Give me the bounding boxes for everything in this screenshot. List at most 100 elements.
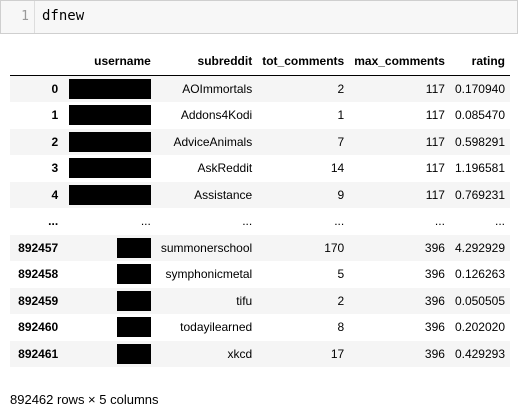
cell-max-comments: 117 xyxy=(425,108,445,123)
cell-max-comments: 117 xyxy=(425,134,445,149)
cell-subreddit: xkcd xyxy=(227,346,253,361)
cell-rating: 0.202020 xyxy=(454,320,505,335)
cell-tot-comments: 170 xyxy=(324,240,345,255)
row-index: 892457 xyxy=(18,240,59,255)
cell-username xyxy=(63,129,156,156)
cell-tot-comments: 5 xyxy=(337,267,345,282)
cell-subreddit: AdviceAnimals xyxy=(173,134,253,149)
line-number: 1 xyxy=(21,9,29,24)
row-index: 3 xyxy=(51,161,59,176)
cell-username xyxy=(63,235,156,262)
cell-subreddit: symphonicmetal xyxy=(165,267,253,282)
column-header-index xyxy=(10,48,64,76)
cell-max-comments: 396 xyxy=(424,267,445,282)
cell-subreddit: Assistance xyxy=(194,187,253,202)
column-header-tot-comments: tot_comments xyxy=(257,48,350,76)
row-index: 892458 xyxy=(18,267,59,282)
redacted-username-block xyxy=(68,158,151,179)
redacted-username-block xyxy=(116,264,151,285)
column-header-username: username xyxy=(63,48,156,76)
cell-subreddit: todayilearned xyxy=(180,320,253,335)
dataframe-table: username subreddit tot_comments max_comm… xyxy=(10,48,510,367)
table-row: 3 AskReddit 14 117 1.196581 xyxy=(10,155,510,182)
table-row: 892459 tifu 2 396 0.050505 xyxy=(10,287,510,315)
table-row: 0 AOImmortals 2 117 0.170940 xyxy=(10,75,510,102)
cell-rating: 4.292929 xyxy=(454,240,505,255)
cell-max-comments: 117 xyxy=(425,187,445,202)
cell-username xyxy=(63,75,156,102)
cell-subreddit: AOImmortals xyxy=(182,81,253,96)
cell-subreddit: tifu xyxy=(236,293,253,308)
redacted-username-block xyxy=(68,105,151,126)
cell-username xyxy=(63,314,156,341)
redacted-username-block xyxy=(68,131,151,152)
cell-subreddit: Addons4Kodi xyxy=(180,108,253,123)
table-row: 892458 symphonicmetal 5 396 0.126263 xyxy=(10,261,510,288)
cell-username xyxy=(63,155,156,182)
table-row: 1 Addons4Kodi 1 117 0.085470 xyxy=(10,102,510,129)
cell-max-comments: ... xyxy=(434,214,445,229)
cell-subreddit: ... xyxy=(242,214,253,229)
cell-username xyxy=(63,102,156,129)
cell-tot-comments: 8 xyxy=(337,320,345,335)
code-text[interactable]: dfnew xyxy=(42,8,85,24)
table-row: 892461 xkcd 17 396 0.429293 xyxy=(10,340,510,368)
redacted-username-block xyxy=(68,184,151,205)
cell-tot-comments: 1 xyxy=(337,108,345,123)
cell-username xyxy=(63,341,156,368)
header-row: username subreddit tot_comments max_comm… xyxy=(10,48,510,76)
redacted-username-block xyxy=(116,317,151,338)
cell-username xyxy=(63,182,156,209)
table-body: 0 AOImmortals 2 117 0.170940 1 Addons4Kodi 1 117… xyxy=(10,75,510,367)
cell-max-comments: 396 xyxy=(424,346,445,361)
cell-rating: ... xyxy=(494,214,505,229)
cell-max-comments: 117 xyxy=(425,81,445,96)
cell-rating: 1.196581 xyxy=(454,161,505,176)
cell-subreddit: summonerschool xyxy=(160,240,253,255)
cell-tot-comments: 2 xyxy=(337,293,345,308)
column-header-subreddit: subreddit xyxy=(155,48,258,76)
cell-username xyxy=(63,261,156,288)
cell-rating: 0.769231 xyxy=(454,187,505,202)
cell-tot-comments: 14 xyxy=(330,161,345,176)
cell-username: ... xyxy=(140,214,151,229)
code-cell-input[interactable]: 1 dfnew xyxy=(0,0,518,34)
redacted-username-block xyxy=(116,237,151,258)
row-index: 892459 xyxy=(18,293,59,308)
cell-subreddit: AskReddit xyxy=(197,161,253,176)
table-header: username subreddit tot_comments max_comm… xyxy=(10,48,510,76)
cell-tot-comments: 7 xyxy=(337,134,345,149)
cell-rating: 0.598291 xyxy=(454,134,505,149)
cell-tot-comments: 17 xyxy=(330,346,345,361)
cell-max-comments: 396 xyxy=(424,320,445,335)
table-row: .................. xyxy=(10,208,510,235)
table-row: 4 Assistance 9 117 0.769231 xyxy=(10,181,510,209)
cell-rating: 0.050505 xyxy=(454,293,505,308)
row-index: 0 xyxy=(51,81,59,96)
dataframe-shape-text: 892462 rows × 5 columns xyxy=(10,392,159,407)
row-index: ... xyxy=(48,214,59,229)
column-header-rating: rating xyxy=(449,48,510,76)
column-header-max-comments: max_comments xyxy=(349,48,450,76)
cell-username xyxy=(63,288,156,315)
row-index: 4 xyxy=(51,187,59,202)
redacted-username-block xyxy=(116,343,151,364)
cell-rating: 0.170940 xyxy=(454,81,505,96)
row-index: 2 xyxy=(51,134,59,149)
cell-tot-comments: ... xyxy=(334,214,345,229)
cell-tot-comments: 9 xyxy=(337,187,345,202)
row-index: 892460 xyxy=(18,320,59,335)
gutter-divider xyxy=(34,1,35,33)
table-row: 892457 summonerschool 170 396 4.292929 xyxy=(10,234,510,262)
table-row: 2 AdviceAnimals 7 117 0.598291 xyxy=(10,128,510,156)
cell-max-comments: 396 xyxy=(424,240,445,255)
cell-rating: 0.085470 xyxy=(454,108,505,123)
cell-max-comments: 117 xyxy=(425,161,445,176)
row-index: 1 xyxy=(51,108,59,123)
cell-rating: 0.126263 xyxy=(454,267,505,282)
redacted-username-block xyxy=(68,78,151,99)
table-row: 892460 todayilearned 8 396 0.202020 xyxy=(10,314,510,341)
cell-max-comments: 396 xyxy=(424,293,445,308)
cell-tot-comments: 2 xyxy=(337,81,345,96)
row-index: 892461 xyxy=(18,346,59,361)
